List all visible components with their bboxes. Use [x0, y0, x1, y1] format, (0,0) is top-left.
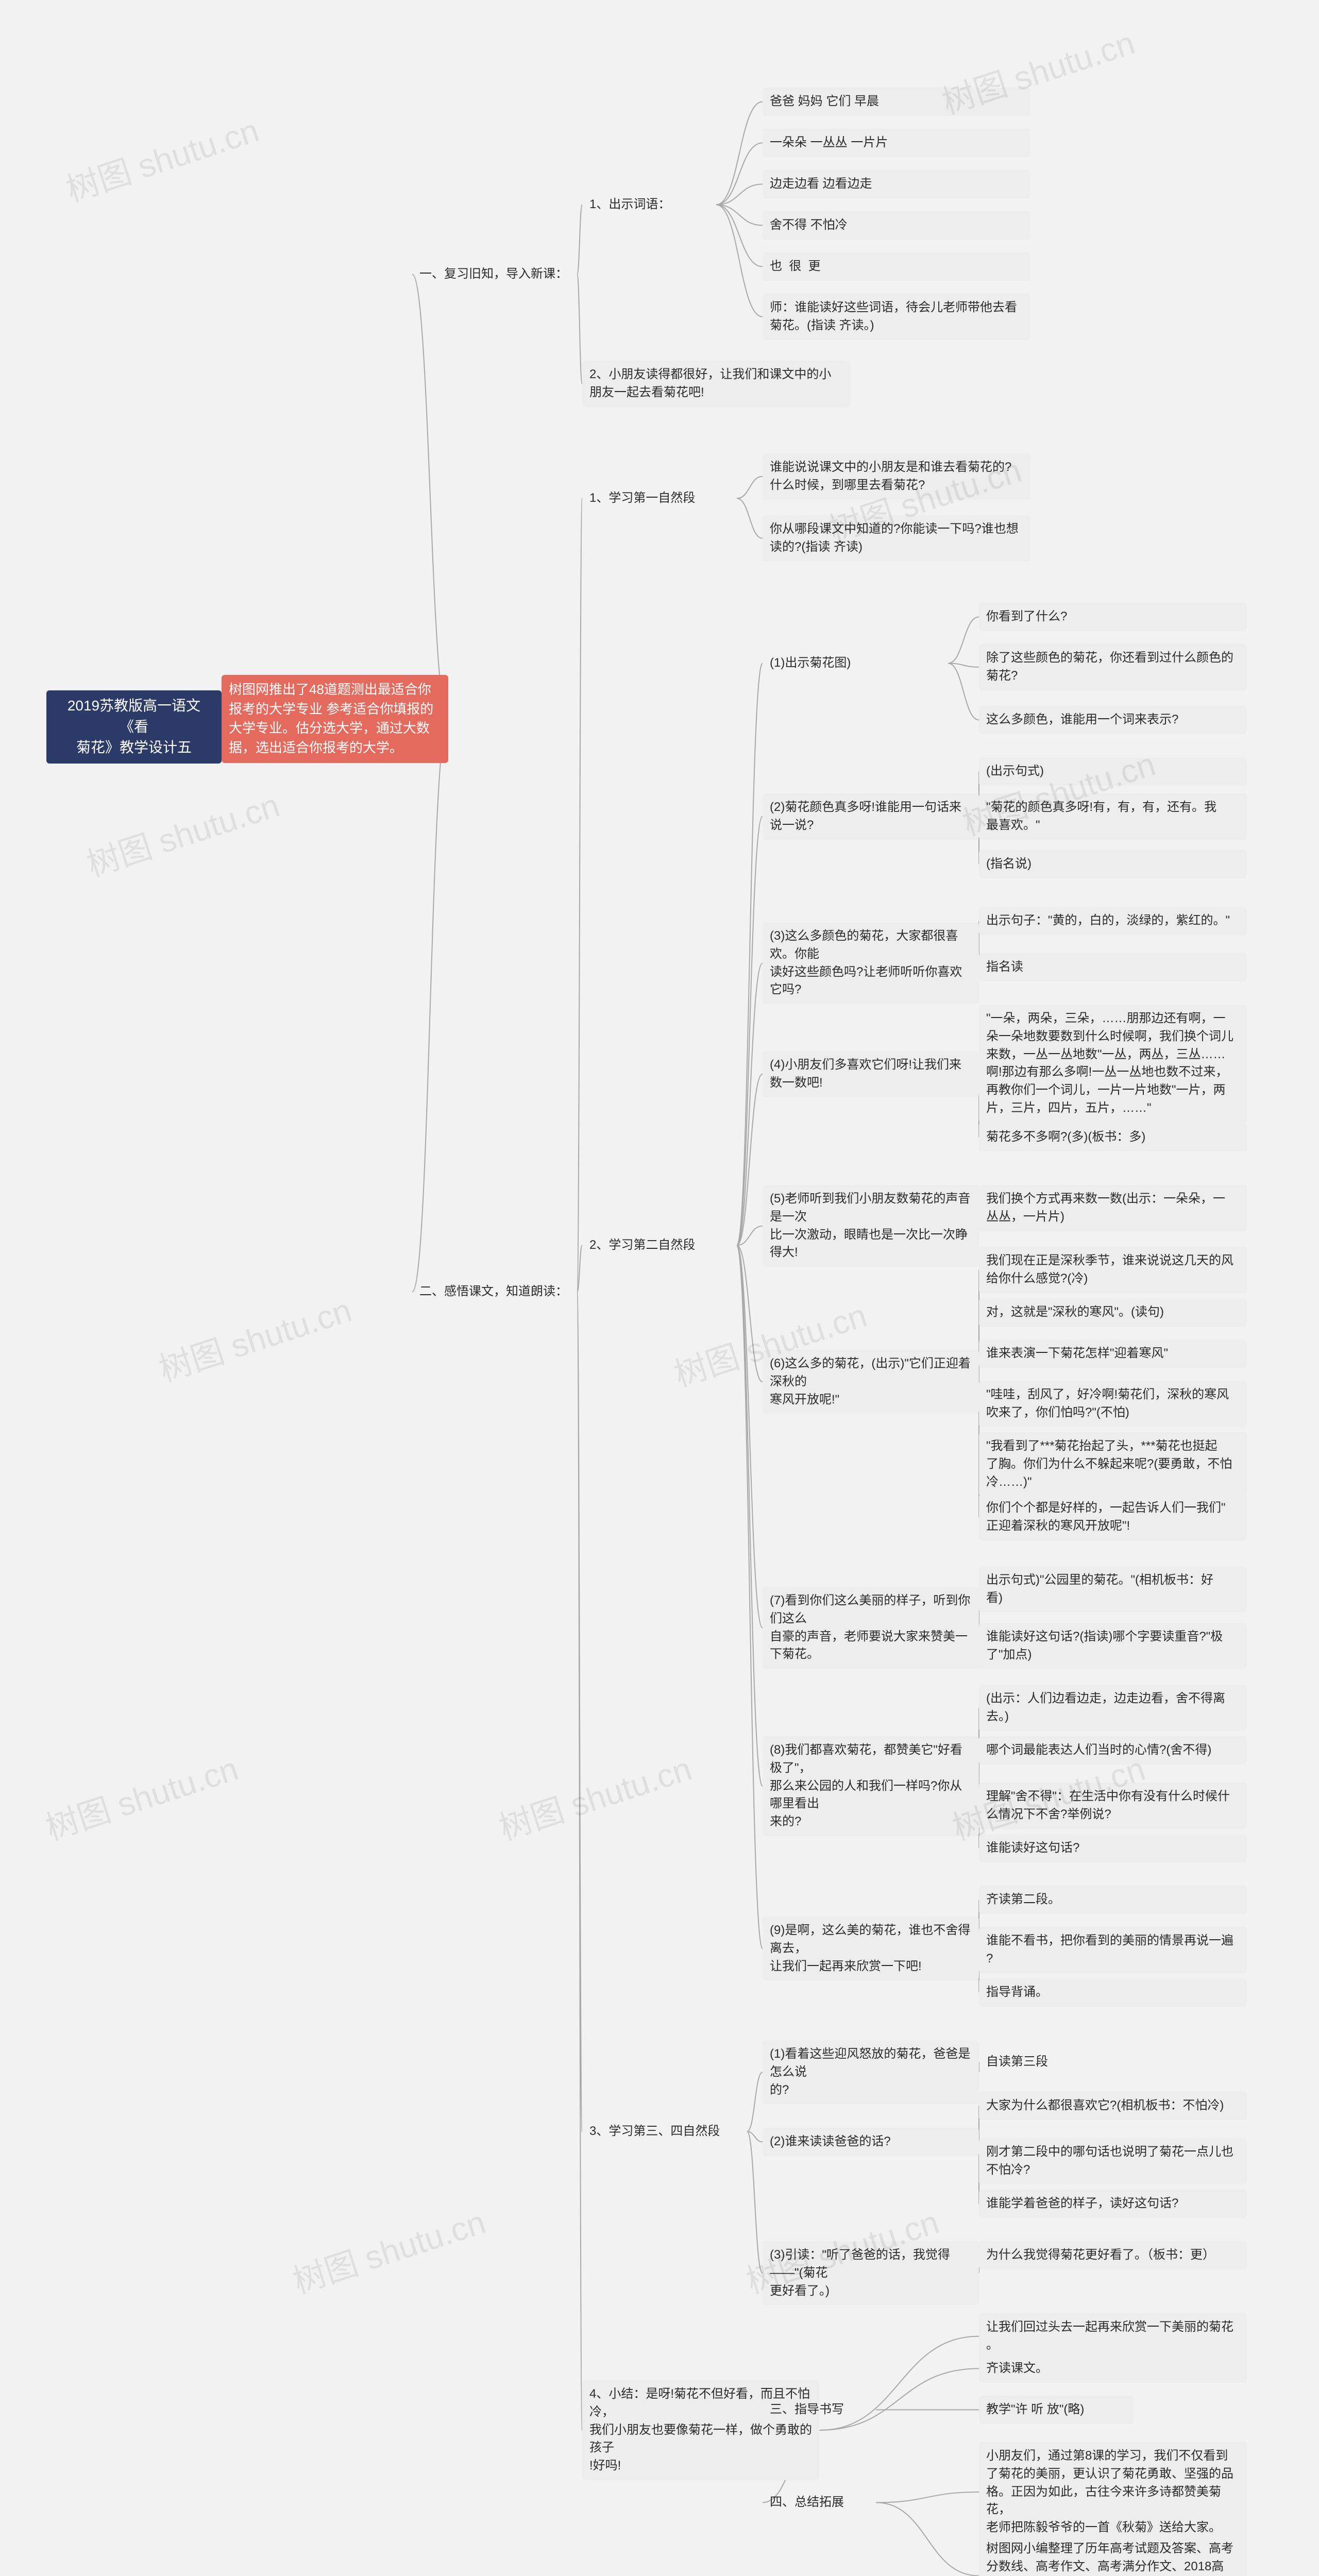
g9-item-2: 指导背诵。 [979, 1978, 1247, 2007]
g6-item-2: 谁来表演一下菊花怎样"迎着寒风" [979, 1340, 1247, 1368]
a1-item-2: 边走边看 边看边走 [763, 170, 1030, 198]
g1-item-2: 这么多颜色，谁能用一个词来表示? [979, 706, 1247, 734]
s4-g2[interactable]: 三、指导书写 [763, 2396, 876, 2424]
s2-g8[interactable]: (8)我们都喜欢菊花，都赞美它"好看极了"， 那么来公园的人和我们一样吗?你从哪… [763, 1736, 979, 1836]
s3-g2[interactable]: (2)谁来读读爸爸的话? [763, 2128, 979, 2156]
g9-item-1: 谁能不看书，把你看到的美丽的情景再说一遍 ? [979, 1927, 1247, 1973]
watermark: 树图 shutu.cn [286, 2196, 491, 2302]
s3-g3[interactable]: (3)引读："听了爸爸的话，我觉得——"(菊花 更好看了。) [763, 2241, 979, 2305]
a1-item-3: 舍不得 不怕冷 [763, 211, 1030, 240]
s4g1-i1: 齐读课文。 [979, 2354, 1247, 2383]
g6-item-3: "哇哇，刮风了，好冷啊!菊花们，深秋的寒风 吹来了，你们怕吗?"(不怕) [979, 1381, 1247, 1427]
s3g2-i2: 谁能学着爸爸的样子，读好这句话? [979, 2190, 1247, 2218]
s3-g1[interactable]: (1)看着这些迎风怒放的菊花，爸爸是怎么说 的? [763, 2040, 979, 2104]
s1-item-0: 谁能说说课文中的小朋友是和谁去看菊花的? 什么时候，到哪里去看菊花? [763, 453, 1030, 500]
g9-item-0: 齐读第二段。 [979, 1886, 1247, 1914]
watermark: 树图 shutu.cn [39, 1742, 243, 1849]
s2-g3[interactable]: (3)这么多颜色的菊花，大家都很喜欢。你能 读好这些颜色吗?让老师听听你喜欢它吗… [763, 922, 979, 1004]
s4g2-i0: 教学"许 听 放"(略) [979, 2396, 1134, 2424]
s2-g1[interactable]: (1)出示菊花图) [763, 649, 948, 677]
g6-item-0: 我们现在正是深秋季节，谁来说说这几天的风 给你什么感觉?(冷) [979, 1247, 1247, 1293]
watermark: 树图 shutu.cn [152, 1284, 357, 1391]
s3[interactable]: 3、学习第三、四自然段 [582, 2117, 747, 2146]
s4g3-i1: 树图网小编整理了历年高考试题及答案、高考 分数线、高考作文、高考满分作文、201… [979, 2535, 1247, 2576]
a1-item-1: 一朵朵 一丛丛 一片片 [763, 129, 1030, 157]
s4g1-i0: 让我们回过头去一起再来欣赏一下美丽的菊花 。 [979, 2313, 1247, 2360]
g7-item-0: 出示句式)"公园里的菊花。"(相机板书：好 看) [979, 1566, 1247, 1613]
g6-item-5: 你们个个都是好样的，一起告诉人们一我们" 正迎着深秋的寒风开放呢"! [979, 1494, 1247, 1540]
s3g2-i1: 刚才第二段中的哪句话也说明了菊花一点儿也 不怕冷? [979, 2138, 1247, 2184]
s4-g3[interactable]: 四、总结拓展 [763, 2488, 876, 2517]
g8-item-0: (出示：人们边看边走，边走边看，舍不得离 去。) [979, 1685, 1247, 1731]
branch-a[interactable]: 一、复习旧知，导入新课： [412, 260, 577, 289]
g2-item-0: (出示句式) [979, 757, 1247, 786]
s2-g5[interactable]: (5)老师听到我们小朋友数菊花的声音是一次 比一次激动，眼睛也是一次比一次睁得大… [763, 1185, 979, 1267]
s2-g2[interactable]: (2)菊花颜色真多呀!谁能用一句话来说一说? [763, 793, 979, 840]
a-n2: 2、小朋友读得都很好，让我们和课文中的小 朋友一起去看菊花吧! [582, 361, 850, 407]
a-n1[interactable]: 1、出示词语： [582, 191, 716, 219]
g2-item-2: (指名说) [979, 850, 1247, 878]
g8-item-3: 谁能读好这句话? [979, 1834, 1247, 1862]
g8-item-1: 哪个词最能表达人们当时的心情?(舍不得) [979, 1736, 1247, 1765]
g6-item-4: "我看到了***菊花抬起了头，***菊花也挺起 了胸。你们为什么不躲起来呢?(要… [979, 1432, 1247, 1496]
desc-node: 树图网推出了48道题测出最适合你 报考的大学专业 参考适合你填报的 大学专业。估… [222, 675, 448, 763]
watermark: 树图 shutu.cn [59, 104, 264, 211]
g4-item-1: 菊花多不多啊?(多)(板书：多) [979, 1123, 1247, 1151]
s2-g6[interactable]: (6)这么多的菊花，(出示)"它们正迎着深秋的 寒风开放呢!" [763, 1350, 979, 1414]
g7-item-1: 谁能读好这句话?(指读)哪个字要读重音?"极 了"加点) [979, 1623, 1247, 1669]
s2-g9[interactable]: (9)是啊，这么美的菊花，谁也不舍得离去， 让我们一起再来欣赏一下吧! [763, 1917, 979, 1980]
a1-item-5: 师：谁能读好这些词语，待会儿老师带他去看 菊花。(指读 齐读。) [763, 294, 1030, 340]
g2-item-1: "菊花的颜色真多呀!有，有，有，还有。我 最喜欢。" [979, 793, 1247, 840]
s1[interactable]: 1、学习第一自然段 [582, 484, 737, 513]
g6-item-1: 对，这就是"深秋的寒风"。(读句) [979, 1298, 1247, 1327]
s3g3-i0: 为什么我觉得菊花更好看了。（板书：更） [979, 2241, 1247, 2269]
s2-g4[interactable]: (4)小朋友们多喜欢它们呀!让我们来数一数吧! [763, 1051, 979, 1097]
g8-item-2: 理解"舍不得"：在生活中你有没有什么时候什 么情况下不舍?举例说? [979, 1783, 1247, 1829]
s1-item-1: 你从哪段课文中知道的?你能读一下吗?谁也想 读的?(指读 齐读) [763, 515, 1030, 562]
g4-item-0: "一朵，两朵，三朵，……朋那边还有啊，一 朵一朵地数要数到什么时候啊，我们换个词… [979, 1005, 1247, 1123]
s3g2-i0: 大家为什么都很喜欢它?(相机板书：不怕冷) [979, 2092, 1247, 2120]
g1-item-0: 你看到了什么? [979, 603, 1247, 631]
branch-b[interactable]: 二、感悟课文，知道朗读： [412, 1278, 577, 1306]
s2[interactable]: 2、学习第二自然段 [582, 1231, 737, 1260]
a1-item-0: 爸爸 妈妈 它们 早晨 [763, 88, 1030, 116]
a1-item-4: 也 很 更 [763, 252, 1030, 281]
s2-g7[interactable]: (7)看到你们这么美丽的样子，听到你们这么 自豪的声音，老师要说大家来赞美一下菊… [763, 1587, 979, 1669]
s3g1-i0: 自读第三段 [979, 2048, 1082, 2076]
s4g3-i0: 小朋友们，通过第8课的学习，我们不仅看到 了菊花的美丽，更认识了菊花勇敢、坚强的… [979, 2442, 1247, 2542]
g3-item-0: 出示句子："黄的，白的，淡绿的，紫红的。" [979, 907, 1247, 935]
g1-item-1: 除了这些颜色的菊花，你还看到过什么颜色的 菊花? [979, 644, 1247, 690]
watermark: 树图 shutu.cn [80, 779, 284, 886]
watermark: 树图 shutu.cn [492, 1742, 697, 1849]
g3-item-1: 指名读 [979, 953, 1247, 981]
root-node: 2019苏教版高一语文《看 菊花》教学设计五 [46, 690, 222, 764]
g5-item-0: 我们换个方式再来数一数(出示：一朵朵，一 丛丛，一片片) [979, 1185, 1247, 1231]
